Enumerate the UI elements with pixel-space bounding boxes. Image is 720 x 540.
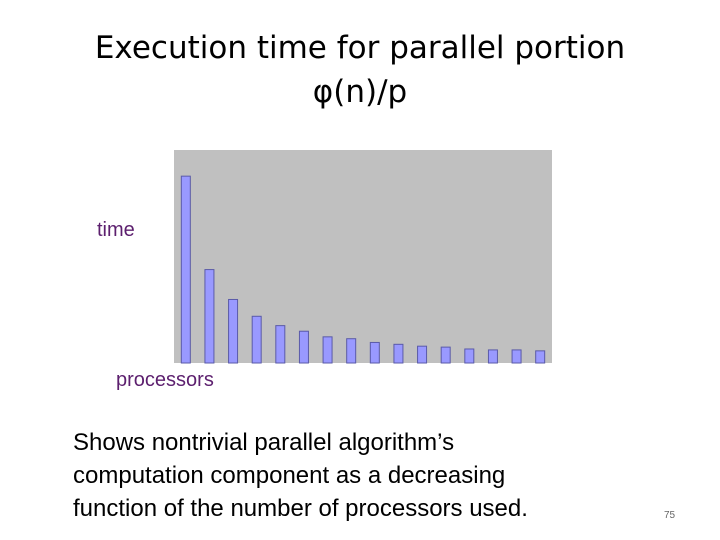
caption-line: computation component as a decreasing: [73, 462, 505, 489]
bar: [440, 346, 451, 364]
slide-title: Execution time for parallel portion: [95, 30, 625, 66]
slide-subtitle: φ(n)/p: [313, 74, 407, 110]
page-number: 75: [664, 510, 676, 521]
bar: [487, 349, 498, 364]
bar: [275, 325, 286, 364]
bar: [298, 330, 309, 364]
bar: [369, 341, 380, 364]
bar: [417, 345, 428, 364]
bar: [204, 269, 215, 364]
bar: [322, 336, 333, 364]
bar: [228, 298, 239, 364]
x-axis-label: processors: [116, 369, 214, 391]
caption-line: function of the number of processors use…: [73, 495, 528, 522]
bar: [511, 349, 522, 364]
bar: [535, 350, 546, 364]
bar: [346, 338, 357, 364]
bar: [464, 348, 475, 364]
y-axis-label: time: [97, 219, 135, 241]
bar: [180, 175, 191, 364]
bar: [393, 343, 404, 364]
caption-line: Shows nontrivial parallel algorithm’s: [73, 429, 454, 456]
bar: [251, 315, 262, 364]
